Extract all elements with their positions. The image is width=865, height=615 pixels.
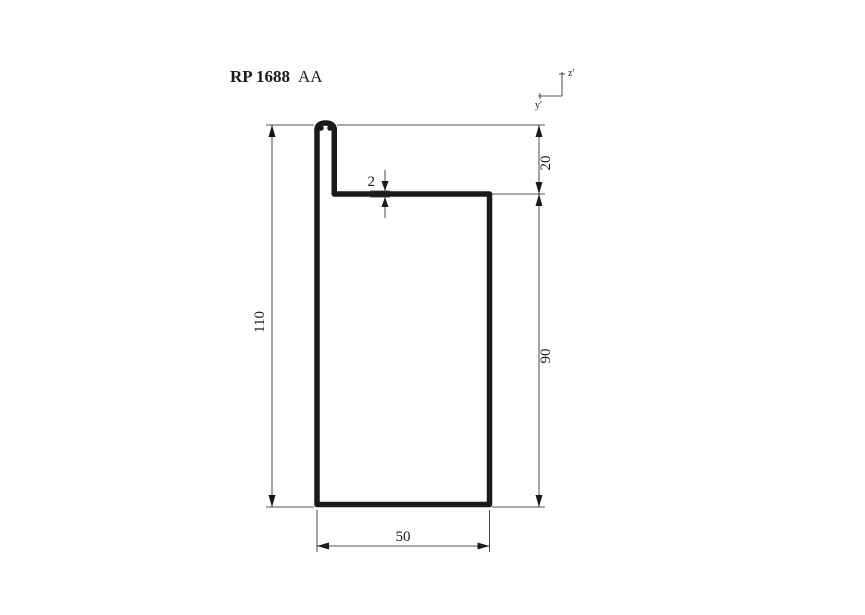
dim-width-value: 50: [396, 529, 411, 545]
dim-height-box-value: 90: [538, 349, 554, 364]
title-suffix: AA: [298, 67, 323, 86]
axis-y-label: y': [535, 100, 542, 111]
title-bold: RP 1688: [230, 67, 290, 86]
dim-height-total: 110: [252, 125, 314, 507]
dim-height-total-value: 110: [252, 311, 268, 333]
dim-height-tab-value: 20: [538, 156, 554, 171]
profile-shape: [317, 123, 490, 505]
axis-z-label: z': [568, 68, 574, 79]
axis-indicator: z' y': [535, 68, 574, 111]
dim-width: 50: [317, 510, 490, 552]
technical-drawing: RP 1688 AA z' y' 110 90: [0, 0, 865, 615]
dim-height-box: 90: [492, 194, 554, 507]
dim-thickness-value: 2: [368, 174, 376, 190]
